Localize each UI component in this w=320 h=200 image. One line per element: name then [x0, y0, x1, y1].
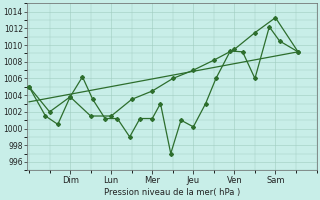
X-axis label: Pression niveau de la mer( hPa ): Pression niveau de la mer( hPa ) [104, 188, 240, 197]
